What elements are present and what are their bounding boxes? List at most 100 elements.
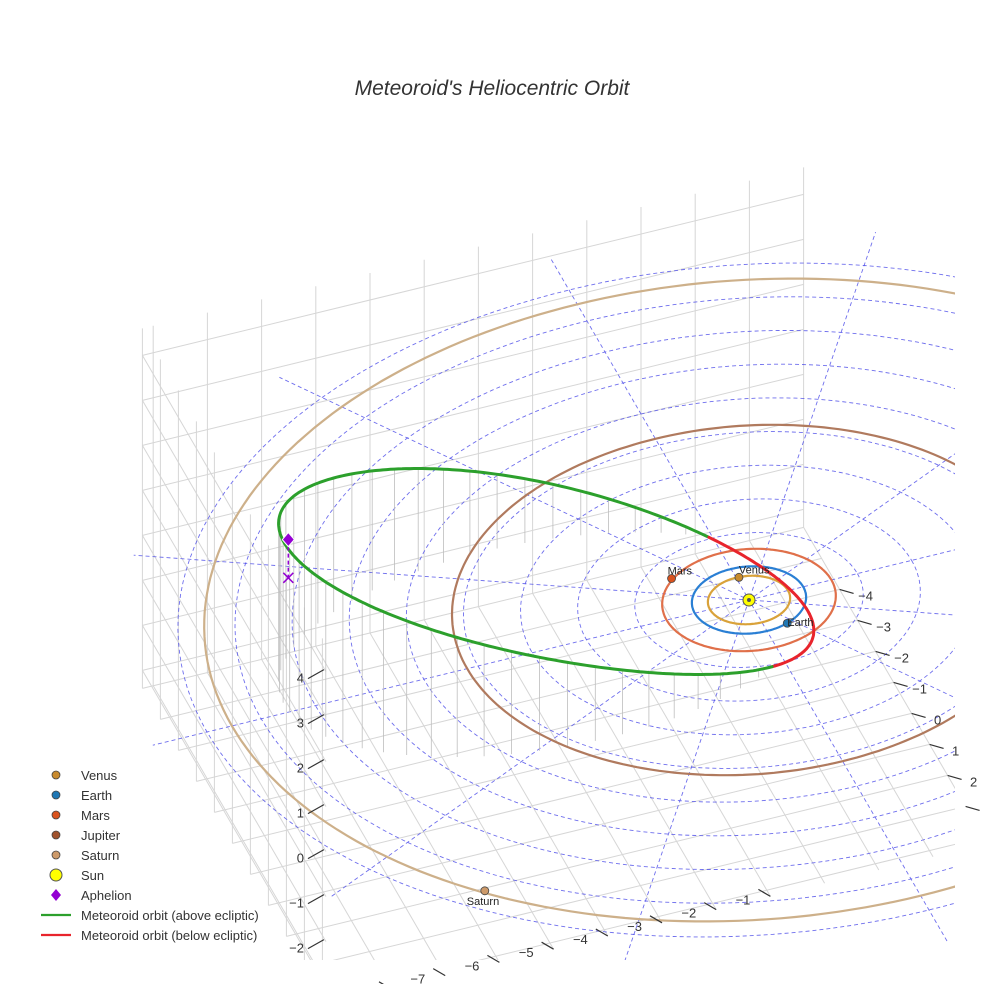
aphelion-ecliptic-marker bbox=[282, 572, 294, 584]
y-tick-mark bbox=[839, 588, 854, 594]
saturn-marker bbox=[480, 886, 490, 896]
y-tick-mark bbox=[947, 774, 962, 780]
grid-line bbox=[141, 355, 327, 672]
bodies: Venus Earth Mars Saturn bbox=[281, 531, 814, 908]
y-tick-mark bbox=[857, 619, 872, 625]
grid-line bbox=[532, 593, 717, 910]
z-tick-mark bbox=[307, 849, 325, 860]
grid-line bbox=[152, 685, 313, 960]
x-tick-mark bbox=[758, 888, 771, 897]
grid-line bbox=[477, 606, 663, 924]
legend-swatch bbox=[51, 770, 61, 780]
legend-label: Meteoroid orbit (above ecliptic) bbox=[81, 908, 259, 923]
axis-box-grid bbox=[141, 167, 955, 960]
legend-label: Aphelion bbox=[81, 888, 132, 903]
grid-line bbox=[214, 650, 876, 813]
legend-swatch bbox=[51, 850, 61, 860]
y-tick-label: −1 bbox=[912, 681, 927, 696]
grid-line bbox=[142, 373, 804, 536]
grid-line bbox=[640, 566, 826, 884]
x-tick-mark bbox=[649, 915, 663, 924]
legend-label: Sun bbox=[81, 868, 104, 883]
legend-item: Meteoroid orbit (below ecliptic) bbox=[41, 928, 257, 943]
sun-center bbox=[747, 598, 751, 602]
grid-line bbox=[178, 588, 840, 751]
chart-title: Meteoroid's Heliocentric Orbit bbox=[355, 77, 631, 100]
aphelion-marker bbox=[281, 531, 295, 548]
y-tick-label: −3 bbox=[876, 619, 891, 634]
grid-line bbox=[141, 400, 327, 717]
grid-line bbox=[250, 712, 912, 875]
legend-item: Sun bbox=[49, 868, 104, 883]
z-tick-mark bbox=[307, 669, 325, 680]
legend-item: Saturn bbox=[51, 848, 119, 863]
legend-swatch bbox=[51, 830, 61, 840]
grid-line bbox=[477, 843, 955, 960]
x-tick-mark bbox=[595, 928, 609, 937]
grid-line bbox=[141, 490, 327, 807]
grid-line bbox=[232, 681, 894, 844]
grid-line bbox=[206, 672, 375, 960]
z-tick-mark bbox=[307, 894, 325, 905]
y-tick-mark bbox=[893, 681, 908, 687]
legend-label: Earth bbox=[81, 788, 112, 803]
grid-line bbox=[803, 527, 955, 790]
grid-line bbox=[142, 193, 804, 356]
x-tick-mark bbox=[378, 981, 384, 984]
grid-line bbox=[748, 540, 934, 858]
x-tick-label: −3 bbox=[627, 919, 642, 934]
grid-line bbox=[196, 619, 858, 782]
grid-line bbox=[141, 535, 327, 852]
grid-line bbox=[141, 580, 327, 897]
legend-item: Meteoroid orbit (above ecliptic) bbox=[41, 908, 259, 923]
legend-label: Saturn bbox=[81, 848, 119, 863]
z-tick-label: 0 bbox=[297, 851, 304, 866]
meteoroid-orbit-below bbox=[707, 535, 811, 616]
grid-line bbox=[142, 418, 804, 581]
mars-label: Mars bbox=[668, 566, 693, 578]
saturn-label: Saturn bbox=[467, 896, 499, 908]
y-tick-mark bbox=[911, 712, 926, 718]
z-tick-label: 1 bbox=[297, 806, 304, 821]
legend-label: Venus bbox=[81, 768, 118, 783]
grid-line bbox=[141, 625, 327, 942]
meteoroid-orbit-below bbox=[770, 612, 816, 669]
grid-line bbox=[142, 463, 804, 626]
x-tick-label: −2 bbox=[681, 906, 696, 921]
venus-orbit bbox=[706, 574, 792, 626]
y-tick-label: −2 bbox=[894, 650, 909, 665]
grid-line bbox=[142, 328, 804, 491]
ecliptic-ring bbox=[291, 330, 955, 870]
mars-marker bbox=[667, 574, 676, 583]
z-tick-mark bbox=[307, 759, 325, 770]
z-tick-mark bbox=[307, 939, 325, 950]
legend-label: Meteoroid orbit (below ecliptic) bbox=[81, 928, 257, 943]
x-tick-label: −4 bbox=[573, 932, 588, 947]
grid-line bbox=[142, 526, 804, 689]
earth-label: Earth bbox=[787, 617, 813, 629]
y-tick-label: −4 bbox=[858, 588, 873, 603]
x-tick-label: −7 bbox=[410, 972, 425, 984]
x-tick-mark bbox=[432, 968, 446, 977]
saturn-orbit bbox=[203, 277, 955, 923]
legend-swatch bbox=[51, 810, 61, 820]
z-tick-mark bbox=[307, 804, 325, 815]
ecliptic-spoke bbox=[624, 231, 877, 960]
z-tick-label: 4 bbox=[297, 671, 304, 686]
grid-line bbox=[160, 557, 822, 720]
orbit-drop-lines bbox=[278, 468, 760, 757]
y-tick-label: 2 bbox=[970, 774, 977, 789]
z-tick-label: 2 bbox=[297, 761, 304, 776]
x-tick-label: −1 bbox=[736, 892, 751, 907]
x-tick-label: −6 bbox=[465, 958, 480, 973]
grid-line bbox=[142, 508, 804, 671]
grid-line bbox=[423, 619, 609, 937]
grid-line bbox=[142, 283, 804, 446]
y-tick-mark bbox=[875, 650, 890, 656]
z-tick-mark bbox=[307, 714, 325, 725]
legend: Venus Earth Mars Jupiter Saturn Sun Aphelion Me… bbox=[41, 768, 259, 943]
grid-line bbox=[142, 238, 804, 401]
x-tick-mark bbox=[541, 941, 554, 950]
x-tick-mark bbox=[703, 902, 717, 911]
